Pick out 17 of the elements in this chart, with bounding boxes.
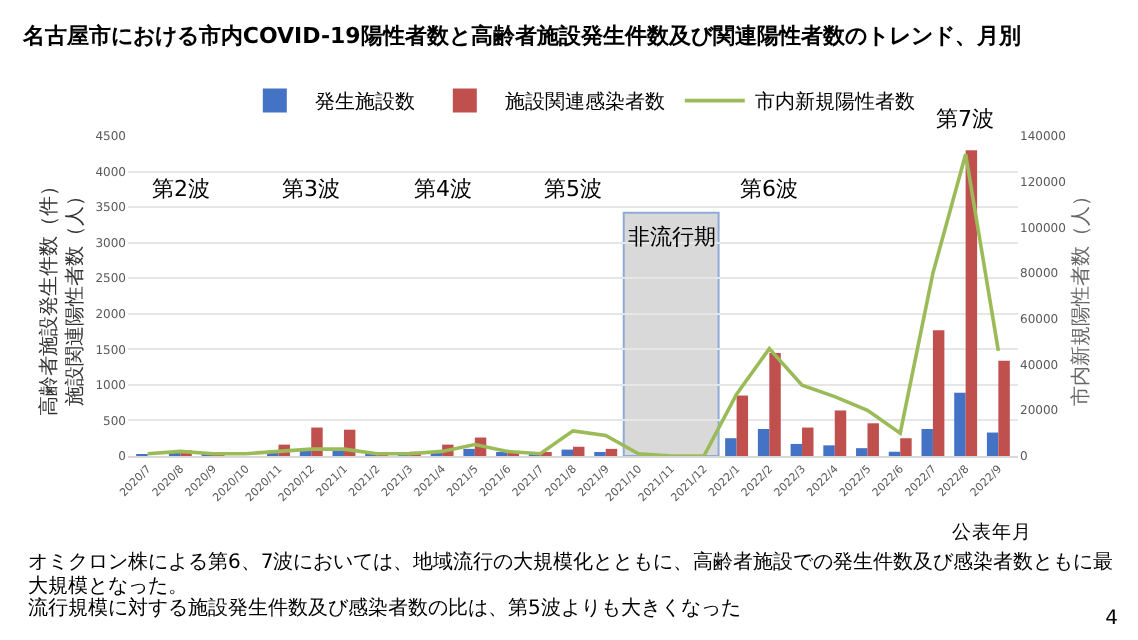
annotation: 第4波 [414, 176, 472, 202]
annotation: 第2波 [152, 176, 210, 202]
text: 流行規模に対する施設発生件数及び感染者数の比は、第5波よりも大きくなった [28, 598, 741, 620]
band-label: 非流行期 [628, 224, 716, 250]
legend-label: 市内新規陽性者数 [754, 90, 915, 115]
y-axis-title: 高齢者施設発生件数（件）施設関連陽性者数（人） [37, 176, 88, 416]
text: オミクロン株による第6、7波においては、地域流行の大規模化とともに、高齢者施設での発生件数及び感染者数ともに最大規模となった。 [28, 552, 1116, 597]
annotation: 第3波 [282, 176, 340, 202]
text: 第7波 [936, 106, 994, 132]
text: 4 [1105, 608, 1118, 631]
x-axis-title: 公表年月 [952, 520, 1032, 544]
annotation: 第6波 [740, 176, 798, 202]
annotation: 第5波 [544, 176, 602, 202]
legend-label: 施設関連感染者数 [504, 90, 665, 115]
legend-label: 発生施設数 [314, 90, 415, 115]
y2-axis-title: 市内新規陽性者数（人） [1069, 186, 1094, 406]
chart-title: 名古屋市における市内COVID-19陽性者数と高齢者施設発生件数及び関連陽性者数のトレンド、月別 [20, 22, 1021, 49]
